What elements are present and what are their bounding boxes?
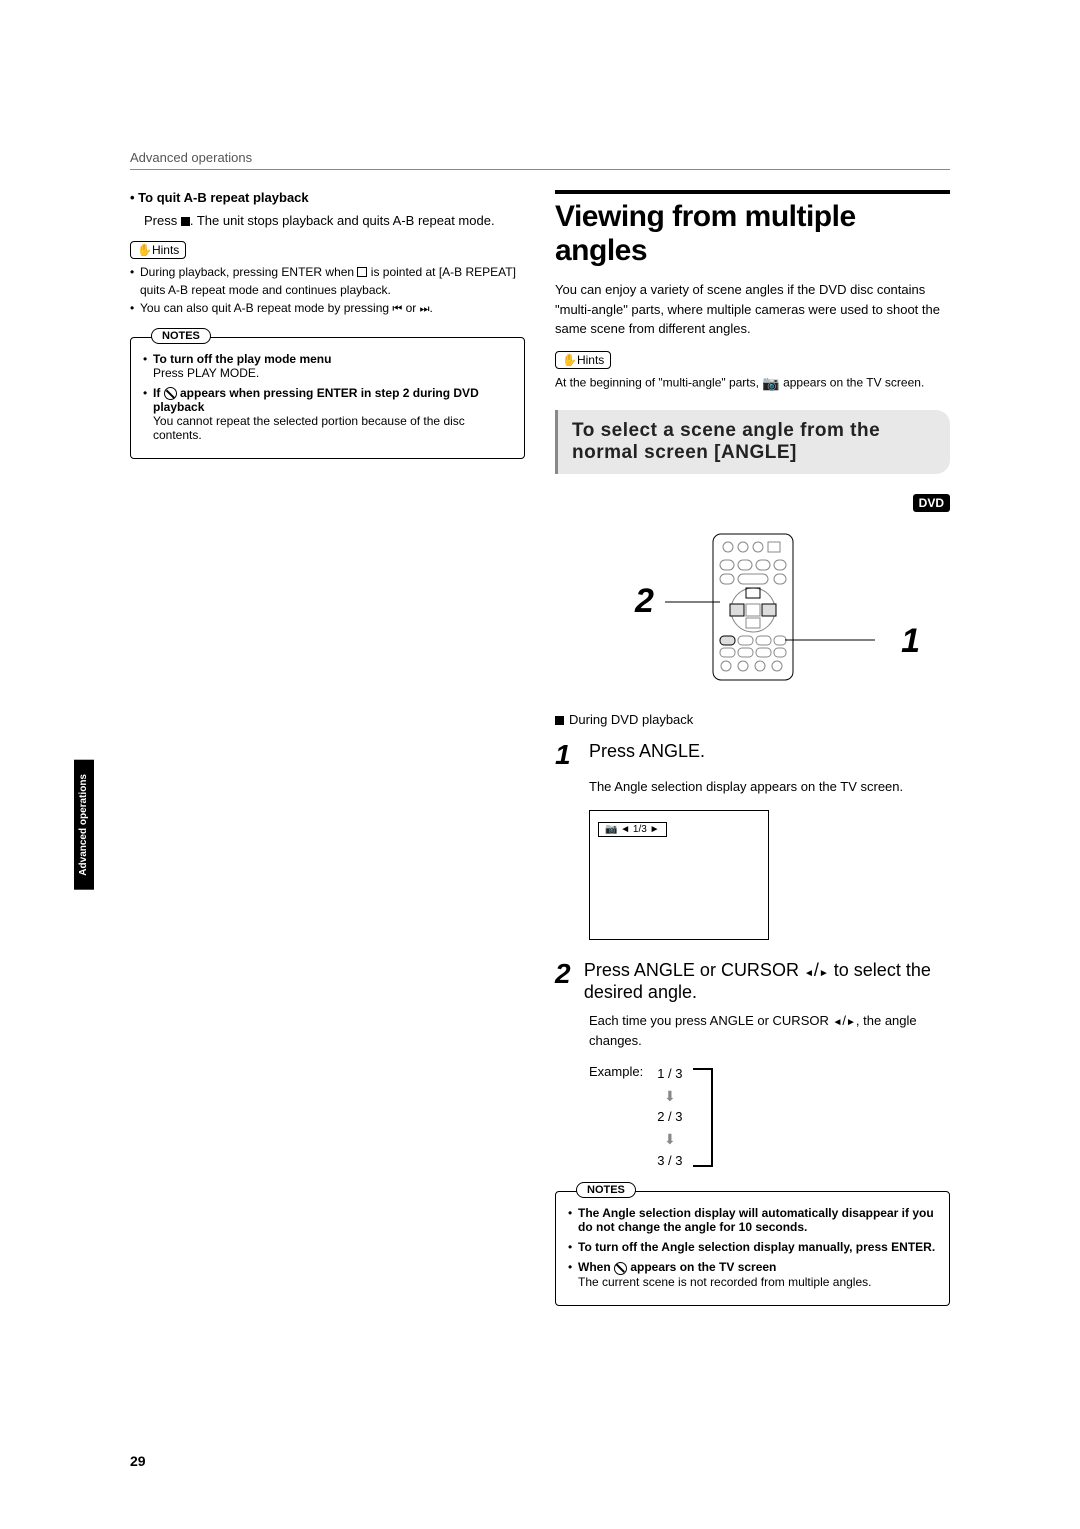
left-column: • To quit A-B repeat playback Press . Th… (130, 190, 525, 1306)
hint-post: appears on the TV screen. (780, 375, 925, 389)
square-marker-icon (555, 716, 564, 725)
quit-body: Press . The unit stops playback and quit… (130, 211, 525, 231)
hint-pre: At the beginning of "multi-angle" parts, (555, 375, 762, 389)
example-label: Example: (589, 1064, 643, 1079)
hint1-pre: During playback, pressing ENTER when (140, 265, 357, 279)
step1-title: Press ANGLE. (589, 741, 705, 769)
cursor-left-icon (804, 960, 814, 980)
notes-box-left: NOTES To turn off the play mode menu Pre… (130, 337, 525, 459)
cursor-right-icon (819, 960, 829, 980)
rnote2: To turn off the Angle selection display … (578, 1240, 935, 1254)
prohibit-icon (614, 1262, 627, 1275)
step2-body: Each time you press ANGLE or CURSOR /, t… (589, 1011, 950, 1050)
hint2-mid: or (402, 301, 419, 315)
right-column: Viewing from multiple angles You can enj… (555, 190, 950, 1306)
loop-bracket-icon (693, 1068, 713, 1167)
note1-body: Press PLAY MODE. (153, 366, 259, 380)
step2-title: Press ANGLE or CURSOR / to select the de… (584, 960, 950, 1003)
dvd-badge: DVD (913, 494, 950, 512)
step2-body-pre: Each time you press ANGLE or CURSOR (589, 1013, 832, 1028)
tv-indicator-text: ◄ 1/3 ► (620, 824, 659, 835)
callout-1: 1 (901, 622, 920, 661)
hints-label-right: ✋Hints (555, 351, 611, 369)
notes-box-right: NOTES The Angle selection display will a… (555, 1191, 950, 1305)
hints-list-left: During playback, pressing ENTER when is … (130, 263, 525, 318)
step2-num: 2 (555, 960, 574, 1003)
arrow-down-icon: ⬇ (657, 1128, 682, 1150)
seq2: 2 / 3 (657, 1107, 682, 1128)
quit-body-pre: Press (144, 213, 181, 228)
step-1: 1 Press ANGLE. (555, 741, 950, 769)
hints-label-left: ✋Hints (130, 241, 186, 259)
two-column-layout: • To quit A-B repeat playback Press . Th… (130, 190, 950, 1306)
section-title-bar: Viewing from multiple angles (555, 190, 950, 268)
seq1: 1 / 3 (657, 1064, 682, 1085)
rnote3-bold-post: appears on the TV screen (627, 1260, 776, 1274)
hint-item: You can also quit A-B repeat mode by pre… (130, 299, 525, 318)
skip-back-icon (392, 301, 402, 315)
prohibit-icon (164, 387, 177, 400)
section-title: Viewing from multiple angles (555, 200, 950, 268)
note-item: To turn off the Angle selection display … (568, 1240, 937, 1254)
notes-label-left: NOTES (151, 328, 211, 344)
quit-body-post: . The unit stops playback and quits A-B … (190, 213, 495, 228)
remote-figure: 2 1 (555, 532, 950, 682)
cursor-icon (357, 267, 367, 277)
stop-icon (181, 217, 190, 226)
note-item: To turn off the play mode menu Press PLA… (143, 352, 512, 380)
callout-2: 2 (635, 582, 654, 621)
callout-lines (555, 532, 950, 682)
note1-bold: To turn off the play mode menu (153, 352, 331, 366)
camera-icon: 📷 (762, 373, 779, 394)
note2-body: You cannot repeat the selected portion b… (153, 414, 465, 442)
breadcrumb: Advanced operations (130, 150, 950, 165)
tv-screen-figure: 📷 ◄ 1/3 ► (589, 810, 769, 940)
quit-heading: • To quit A-B repeat playback (130, 190, 525, 205)
example-row: Example: 1 / 3 ⬇ 2 / 3 ⬇ 3 / 3 (589, 1064, 950, 1171)
tv-angle-indicator: 📷 ◄ 1/3 ► (598, 822, 667, 837)
rnote3-bold: When appears on the TV screen (578, 1260, 776, 1274)
cursor-left-icon-2 (832, 1013, 842, 1028)
page-number: 29 (130, 1453, 146, 1469)
hint-item: During playback, pressing ENTER when is … (130, 263, 525, 299)
hints-body-right: At the beginning of "multi-angle" parts,… (555, 373, 950, 394)
step-2: 2 Press ANGLE or CURSOR / to select the … (555, 960, 950, 1003)
cursor-right-icon-2 (846, 1013, 856, 1028)
rnote3-bold-pre: When (578, 1260, 614, 1274)
hints-label-text-right: Hints (577, 353, 604, 367)
header-underline (130, 169, 950, 170)
arrow-down-icon: ⬇ (657, 1085, 682, 1107)
note2-bold-pre: If (153, 386, 164, 400)
hint2-pre: You can also quit A-B repeat mode by pre… (140, 301, 392, 315)
note2-bold: If appears when pressing ENTER in step 2… (153, 386, 479, 414)
skip-forward-icon (420, 301, 430, 315)
step1-num: 1 (555, 741, 579, 769)
hints-label-text: Hints (152, 243, 179, 257)
step2-title-pre: Press ANGLE or CURSOR (584, 960, 804, 980)
section-intro: You can enjoy a variety of scene angles … (555, 280, 950, 339)
rnote3-body: The current scene is not recorded from m… (578, 1275, 871, 1289)
page-body: Advanced operations • To quit A-B repeat… (0, 0, 1080, 1366)
step1-body: The Angle selection display appears on t… (589, 777, 950, 797)
example-sequence: 1 / 3 ⬇ 2 / 3 ⬇ 3 / 3 (657, 1064, 682, 1171)
note-item: When appears on the TV screen The curren… (568, 1260, 937, 1288)
note-item: The Angle selection display will automat… (568, 1206, 937, 1234)
hint2-post: . (430, 301, 433, 315)
subheading-angle: To select a scene angle from the normal … (555, 410, 950, 474)
playback-label-text: During DVD playback (569, 712, 693, 727)
rnote1: The Angle selection display will automat… (578, 1206, 934, 1234)
notes-label-right: NOTES (576, 1182, 636, 1198)
playback-context: During DVD playback (555, 712, 950, 727)
seq3: 3 / 3 (657, 1151, 682, 1172)
note-item: If appears when pressing ENTER in step 2… (143, 386, 512, 442)
note2-bold-post: appears when pressing ENTER in step 2 du… (153, 386, 479, 414)
